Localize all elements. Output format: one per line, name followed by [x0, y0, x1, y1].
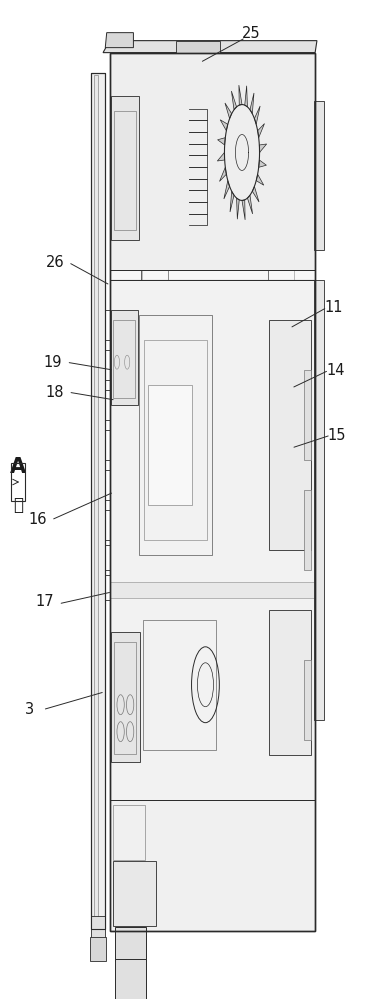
- Text: 25: 25: [242, 26, 261, 41]
- Text: 向: 向: [13, 496, 23, 514]
- Text: 17: 17: [35, 594, 54, 609]
- Bar: [112, 632, 140, 762]
- Bar: [110, 800, 315, 931]
- Bar: [304, 490, 312, 570]
- Polygon shape: [218, 138, 225, 145]
- Polygon shape: [254, 106, 260, 124]
- Bar: [304, 660, 312, 740]
- Bar: [110, 53, 315, 270]
- Polygon shape: [256, 174, 264, 185]
- Polygon shape: [230, 191, 234, 212]
- Bar: [112, 96, 139, 240]
- Text: 15: 15: [328, 428, 346, 443]
- Bar: [11, 463, 25, 501]
- Text: 19: 19: [44, 355, 62, 370]
- Bar: [110, 280, 315, 590]
- Bar: [142, 620, 216, 750]
- Polygon shape: [247, 195, 252, 214]
- Bar: [115, 642, 136, 754]
- Polygon shape: [242, 200, 245, 220]
- Bar: [113, 805, 145, 859]
- Polygon shape: [176, 41, 220, 53]
- Bar: [315, 101, 324, 250]
- Polygon shape: [232, 91, 237, 110]
- Polygon shape: [245, 86, 247, 107]
- Bar: [91, 73, 105, 929]
- Bar: [110, 53, 315, 931]
- Bar: [315, 280, 324, 720]
- Polygon shape: [224, 181, 230, 199]
- Text: A: A: [10, 457, 26, 477]
- Polygon shape: [220, 120, 228, 131]
- Polygon shape: [259, 144, 267, 152]
- Polygon shape: [259, 160, 266, 167]
- Bar: [113, 320, 135, 398]
- Polygon shape: [105, 33, 134, 48]
- Text: 16: 16: [28, 512, 47, 527]
- Text: 3: 3: [25, 702, 34, 717]
- Polygon shape: [239, 85, 242, 105]
- Bar: [111, 310, 138, 405]
- Polygon shape: [225, 103, 232, 119]
- Bar: [139, 315, 212, 555]
- Bar: [110, 53, 315, 931]
- Bar: [114, 111, 136, 230]
- Bar: [110, 53, 315, 931]
- Bar: [90, 937, 106, 961]
- Bar: [110, 590, 315, 800]
- Polygon shape: [258, 124, 265, 138]
- Bar: [269, 320, 312, 550]
- Text: 18: 18: [46, 385, 64, 400]
- Bar: [304, 370, 312, 460]
- Bar: [144, 340, 207, 540]
- Bar: [115, 959, 146, 999]
- Bar: [269, 610, 312, 755]
- Bar: [94, 75, 98, 927]
- Polygon shape: [252, 186, 259, 202]
- Bar: [115, 927, 146, 961]
- Bar: [113, 861, 156, 926]
- Polygon shape: [237, 198, 239, 219]
- Text: 26: 26: [46, 255, 64, 270]
- Polygon shape: [250, 93, 254, 114]
- Bar: [91, 916, 105, 941]
- Bar: [91, 73, 105, 929]
- Polygon shape: [219, 167, 226, 181]
- Text: 14: 14: [326, 363, 345, 378]
- Polygon shape: [103, 41, 317, 53]
- Polygon shape: [217, 152, 225, 161]
- Bar: [110, 582, 315, 598]
- Text: 11: 11: [324, 300, 343, 315]
- Bar: [148, 385, 192, 505]
